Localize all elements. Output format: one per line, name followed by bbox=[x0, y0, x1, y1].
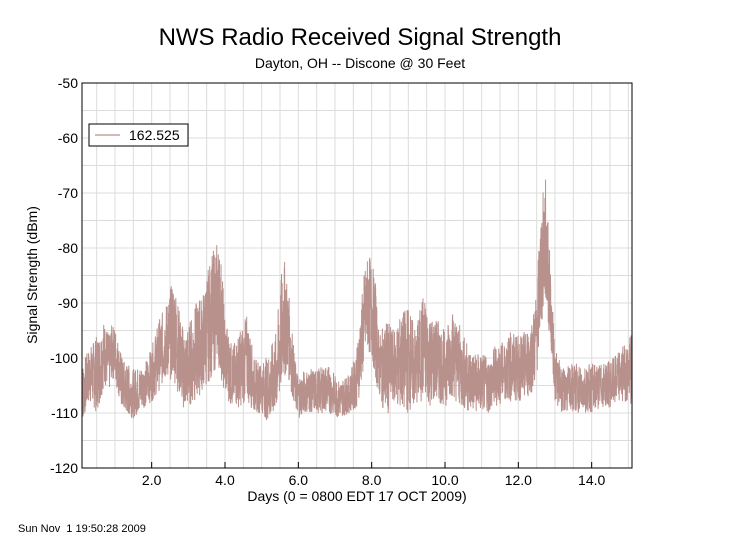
x-tick-label: 14.0 bbox=[578, 472, 605, 488]
x-tick-label: 8.0 bbox=[362, 472, 382, 488]
x-ticks: 2.0 4.0 6.0 8.0 10.0 12.0 14.0 bbox=[142, 462, 606, 488]
y-tick-label: -110 bbox=[51, 405, 78, 421]
y-tick-label: -90 bbox=[58, 295, 78, 311]
chart-subtitle: Dayton, OH -- Discone @ 30 Feet bbox=[254, 55, 466, 71]
generated-timestamp: Sun Nov 1 19:50:28 2009 bbox=[18, 523, 146, 535]
series-line bbox=[81, 179, 633, 421]
plot-frame bbox=[81, 82, 633, 469]
x-tick-label: 4.0 bbox=[215, 472, 235, 488]
x-tick-label: 2.0 bbox=[142, 472, 162, 488]
y-tick-label: -100 bbox=[50, 350, 78, 366]
y-tick-label: -50 bbox=[58, 75, 78, 91]
x-tick-label: 6.0 bbox=[289, 472, 309, 488]
y-tick-label: -80 bbox=[58, 240, 78, 256]
x-tick-label: 10.0 bbox=[431, 472, 458, 488]
y-tick-label: -120 bbox=[50, 460, 78, 476]
legend-label: 162.525 bbox=[129, 127, 180, 143]
y-tick-label: -70 bbox=[58, 185, 78, 201]
legend[interactable]: 162.525 bbox=[88, 123, 189, 147]
y-axis-label: Signal Strength (dBm) bbox=[24, 206, 40, 344]
x-tick-label: 12.0 bbox=[505, 472, 532, 488]
y-ticks: -50 -60 -70 -80 -90 -100 -110 -120 bbox=[50, 75, 78, 476]
y-tick-label: -60 bbox=[58, 130, 78, 146]
series-162-525 bbox=[81, 179, 633, 421]
x-axis-label: Days (0 = 0800 EDT 17 OCT 2009) bbox=[247, 488, 466, 504]
legend-box bbox=[88, 123, 189, 147]
chart-title: NWS Radio Received Signal Strength bbox=[158, 24, 562, 51]
